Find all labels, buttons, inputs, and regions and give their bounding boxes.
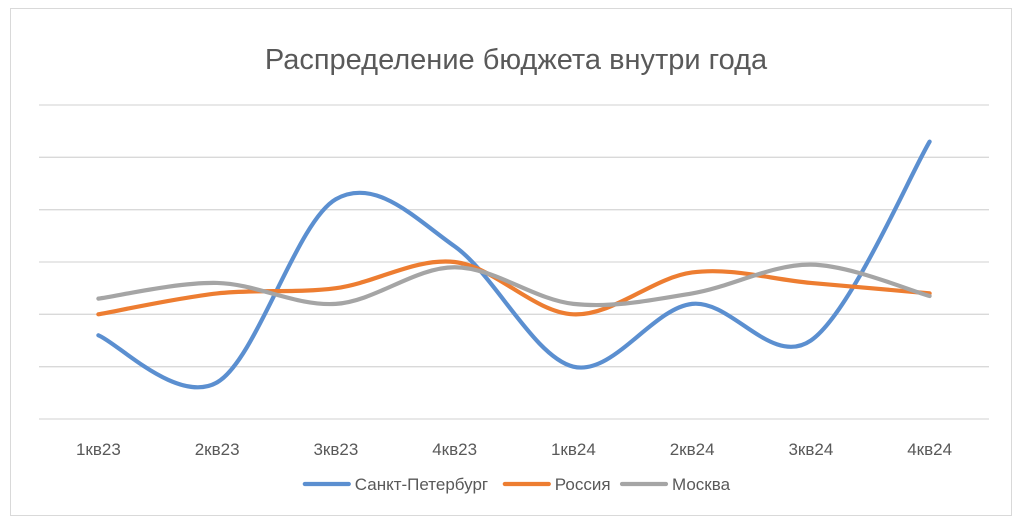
x-axis: 1кв23 2кв23 3кв23 4кв23 1кв24 2кв24 3кв24 4кв24 bbox=[76, 440, 952, 459]
legend-label: Санкт-Петербург bbox=[355, 475, 488, 494]
x-tick-label: 1кв24 bbox=[551, 440, 596, 459]
series-line-Россия bbox=[96, 259, 932, 317]
chart-area: Распределение бюджета внутри года 1кв23 2… bbox=[10, 8, 1012, 516]
x-tick-label: 4кв24 bbox=[907, 440, 952, 459]
legend-label: Москва bbox=[672, 475, 731, 494]
series-lines bbox=[96, 139, 932, 390]
x-tick-label: 2кв23 bbox=[195, 440, 240, 459]
x-tick-label: 1кв23 bbox=[76, 440, 121, 459]
chart-title: Распределение бюджета внутри года bbox=[265, 44, 768, 76]
series-line-Москва bbox=[96, 262, 932, 308]
legend: Санкт-Петербург Россия Москва bbox=[302, 475, 731, 494]
x-tick-label: 3кв24 bbox=[788, 440, 833, 459]
x-tick-label: 3кв23 bbox=[313, 440, 358, 459]
series-line-Санкт-Петербург bbox=[96, 139, 932, 390]
gridlines bbox=[39, 104, 989, 420]
x-tick-label: 2кв24 bbox=[670, 440, 715, 459]
line-chart: Распределение бюджета внутри года 1кв23 2… bbox=[39, 44, 989, 494]
x-tick-label: 4кв23 bbox=[432, 440, 477, 459]
legend-label: Россия bbox=[555, 475, 611, 494]
